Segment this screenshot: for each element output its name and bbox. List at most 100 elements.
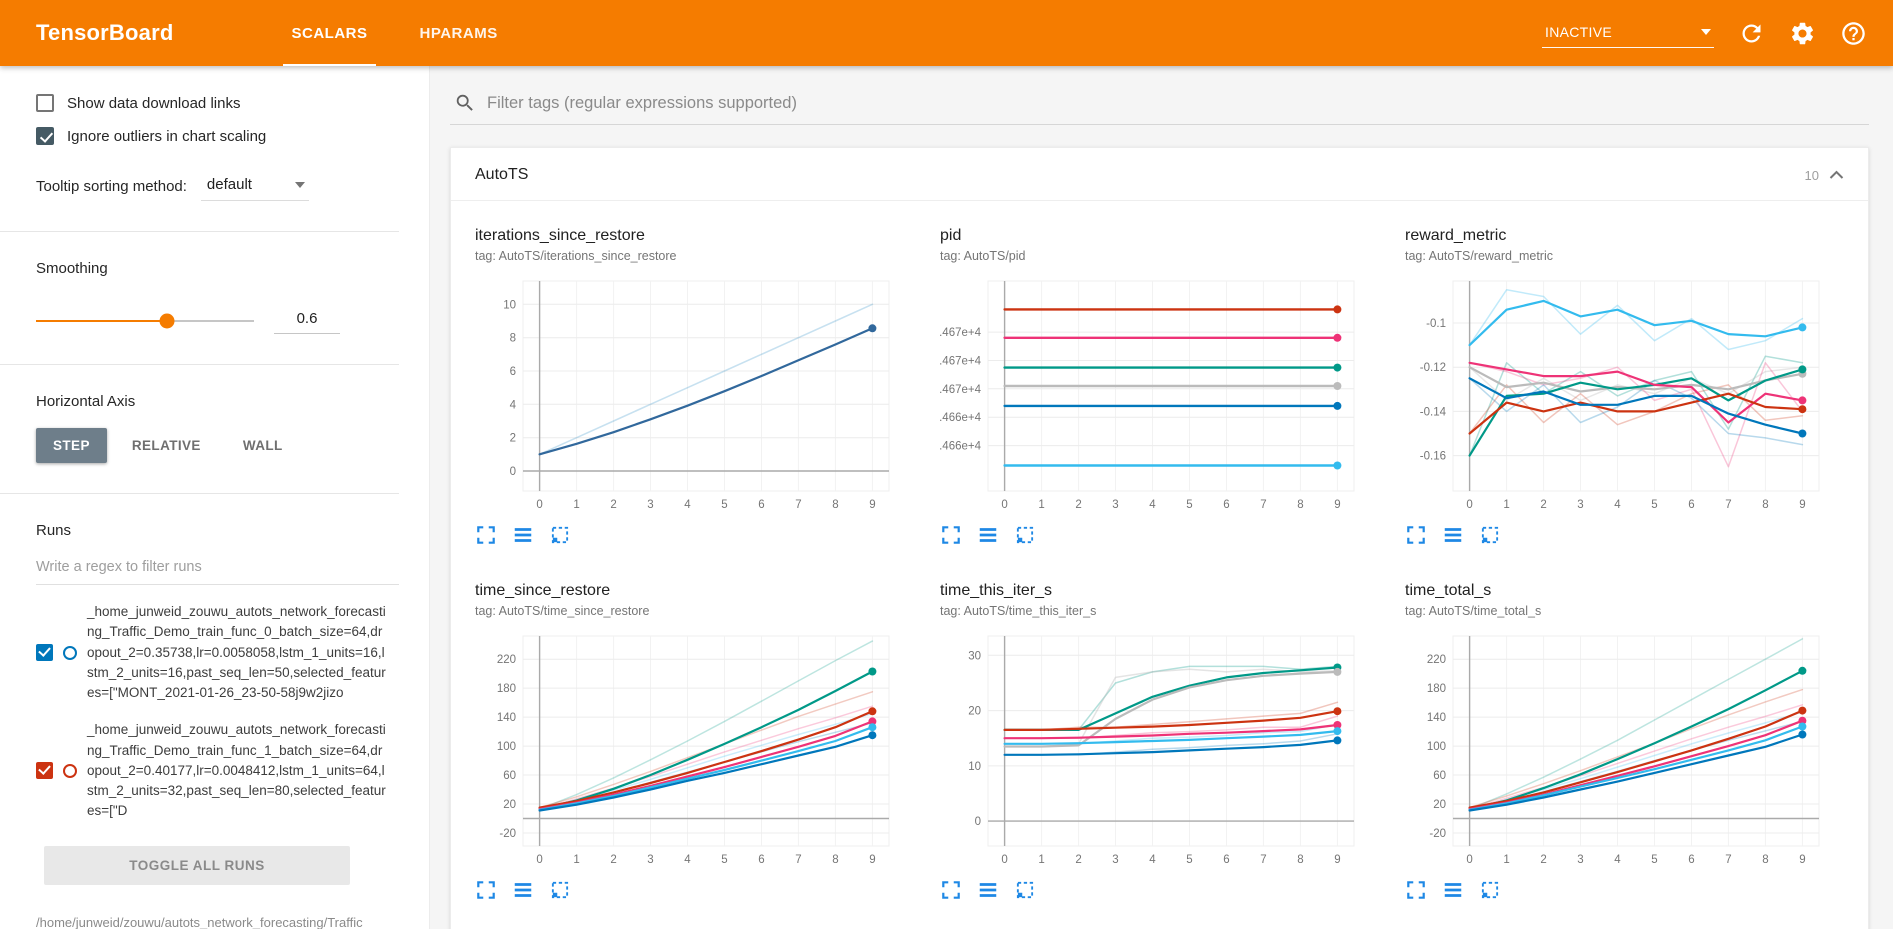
- svg-text:1: 1: [1038, 854, 1044, 866]
- chart-title: time_since_restore: [475, 582, 611, 599]
- run-name: _home_junweid_zouwu_autots_network_forec…: [87, 722, 386, 819]
- app-title: TensorBoard: [36, 20, 174, 45]
- chart-title: time_this_iter_s: [940, 582, 1053, 599]
- ignore-outliers-checkbox[interactable]: [36, 127, 54, 145]
- expand-chart-icon[interactable]: [940, 879, 962, 901]
- fit-domain-icon[interactable]: [1014, 524, 1036, 546]
- svg-text:2.466e+4: 2.466e+4: [940, 412, 982, 424]
- chevron-up-icon[interactable]: [1829, 169, 1844, 181]
- tooltip-sorting-dropdown[interactable]: default: [200, 171, 309, 201]
- ignore-outliers-row[interactable]: Ignore outliers in chart scaling: [36, 127, 399, 145]
- fit-domain-icon[interactable]: [1014, 879, 1036, 901]
- fit-domain-icon[interactable]: [1479, 524, 1501, 546]
- scalar-chart-card: pid tag: AutoTS/pid 0 1 2 3 4 5 6 7 8 9 2.467e+4 2.…: [940, 227, 1379, 546]
- chart-plot[interactable]: 0 1 2 3 4 5 6 7 8 9 -20 20 60 100 140 180 220: [1405, 626, 1835, 876]
- chart-plot[interactable]: 0 1 2 3 4 5 6 7 8 9 -20 20 60 100 140 180 220: [475, 626, 905, 876]
- svg-text:20: 20: [503, 799, 516, 811]
- filter-tags-input[interactable]: [487, 93, 1865, 113]
- chart-plot[interactable]: 0 1 2 3 4 5 6 7 8 9 2.467e+4 2.467e+4 2.467e+4 2.466e…: [940, 271, 1370, 521]
- run-list-item[interactable]: _home_junweid_zouwu_autots_network_forec…: [36, 720, 399, 821]
- search-icon: [456, 94, 473, 111]
- svg-text:7: 7: [1725, 499, 1731, 511]
- data-status-select[interactable]: INACTIVE: [1542, 19, 1714, 48]
- svg-text:9: 9: [1334, 499, 1340, 511]
- axis-wall-button[interactable]: WALL: [242, 438, 283, 453]
- svg-text:2.466e+4: 2.466e+4: [940, 441, 982, 453]
- fit-domain-icon[interactable]: [1479, 879, 1501, 901]
- show-download-links-checkbox[interactable]: [36, 94, 54, 112]
- expand-chart-icon[interactable]: [475, 524, 497, 546]
- app-header: TensorBoard SCALARS HPARAMS INACTIVE: [0, 0, 1893, 66]
- run-isolator-radio[interactable]: [63, 645, 77, 660]
- tag-count: 10: [1804, 167, 1819, 183]
- fit-domain-icon[interactable]: [549, 879, 571, 901]
- refresh-icon[interactable]: [1738, 20, 1765, 47]
- checkbox-label: Show data download links: [67, 94, 241, 112]
- svg-text:3: 3: [1112, 854, 1118, 866]
- svg-text:6: 6: [1688, 499, 1694, 511]
- svg-text:1: 1: [1503, 499, 1509, 511]
- smoothing-slider[interactable]: [36, 313, 254, 328]
- tag-group-header[interactable]: AutoTS 10: [451, 148, 1868, 201]
- divider: [0, 493, 399, 494]
- chart-plot[interactable]: 0 1 2 3 4 5 6 7 8 9 0 2 4 6 8 10: [475, 271, 905, 521]
- svg-text:5: 5: [1651, 854, 1657, 866]
- run-selector-icon[interactable]: [1442, 879, 1464, 901]
- smoothing-value[interactable]: 0.6: [274, 307, 340, 334]
- run-checkbox[interactable]: [36, 644, 53, 662]
- svg-text:220: 220: [1427, 654, 1446, 666]
- chart-plot[interactable]: 0 1 2 3 4 5 6 7 8 9 -0.1 -0.12 -0.14 -0.16: [1405, 271, 1835, 521]
- svg-text:180: 180: [497, 683, 516, 695]
- show-download-links-row[interactable]: Show data download links: [36, 94, 399, 112]
- chart-plot[interactable]: 0 1 2 3 4 5 6 7 8 9 0 10 20 30: [940, 626, 1370, 876]
- svg-text:2: 2: [1075, 499, 1081, 511]
- smoothing-label: Smoothing: [36, 260, 108, 277]
- toggle-all-runs-button[interactable]: TOGGLE ALL RUNS: [44, 845, 350, 885]
- help-icon[interactable]: [1840, 20, 1867, 47]
- svg-text:7: 7: [1725, 854, 1731, 866]
- run-selector-icon[interactable]: [977, 524, 999, 546]
- expand-chart-icon[interactable]: [475, 879, 497, 901]
- run-isolator-radio[interactable]: [63, 763, 77, 778]
- run-selector-icon[interactable]: [512, 524, 534, 546]
- expand-chart-icon[interactable]: [940, 524, 962, 546]
- settings-gear-icon[interactable]: [1789, 20, 1816, 47]
- run-selector-icon[interactable]: [1442, 524, 1464, 546]
- svg-text:1: 1: [1038, 499, 1044, 511]
- run-selector-icon[interactable]: [977, 879, 999, 901]
- svg-text:9: 9: [869, 499, 875, 511]
- svg-text:30: 30: [968, 650, 981, 662]
- svg-text:-20: -20: [499, 828, 516, 840]
- svg-text:3: 3: [1577, 854, 1583, 866]
- svg-text:-0.14: -0.14: [1420, 406, 1447, 418]
- settings-sidebar: Show data download links Ignore outliers…: [0, 66, 430, 929]
- fit-domain-icon[interactable]: [549, 524, 571, 546]
- expand-chart-icon[interactable]: [1405, 524, 1427, 546]
- chart-toolbar: [1405, 879, 1844, 901]
- svg-text:60: 60: [503, 770, 516, 782]
- tab-hparams[interactable]: HPARAMS: [419, 24, 498, 42]
- run-checkbox[interactable]: [36, 762, 53, 780]
- run-list-item[interactable]: _home_junweid_zouwu_autots_network_forec…: [36, 602, 399, 703]
- svg-text:100: 100: [497, 741, 516, 753]
- svg-text:8: 8: [1762, 854, 1768, 866]
- axis-relative-button[interactable]: RELATIVE: [131, 438, 201, 453]
- svg-text:140: 140: [1427, 712, 1446, 724]
- svg-text:8: 8: [510, 333, 516, 345]
- svg-text:7: 7: [795, 499, 801, 511]
- run-selector-icon[interactable]: [512, 879, 534, 901]
- scalar-chart-card: reward_metric tag: AutoTS/reward_metric …: [1405, 227, 1844, 546]
- expand-chart-icon[interactable]: [1405, 879, 1427, 901]
- svg-text:8: 8: [1297, 854, 1303, 866]
- axis-step-button[interactable]: STEP: [36, 428, 107, 463]
- svg-text:2.467e+4: 2.467e+4: [940, 384, 982, 396]
- slider-thumb[interactable]: [159, 313, 175, 328]
- svg-text:7: 7: [795, 854, 801, 866]
- horizontal-axis-toggle: STEP RELATIVE WALL: [36, 428, 399, 463]
- tab-scalars[interactable]: SCALARS: [265, 0, 393, 66]
- status-value: INACTIVE: [1545, 23, 1612, 40]
- svg-text:4: 4: [684, 854, 691, 866]
- svg-text:2: 2: [510, 433, 516, 445]
- svg-text:20: 20: [968, 706, 981, 718]
- runs-filter-input[interactable]: [36, 553, 399, 585]
